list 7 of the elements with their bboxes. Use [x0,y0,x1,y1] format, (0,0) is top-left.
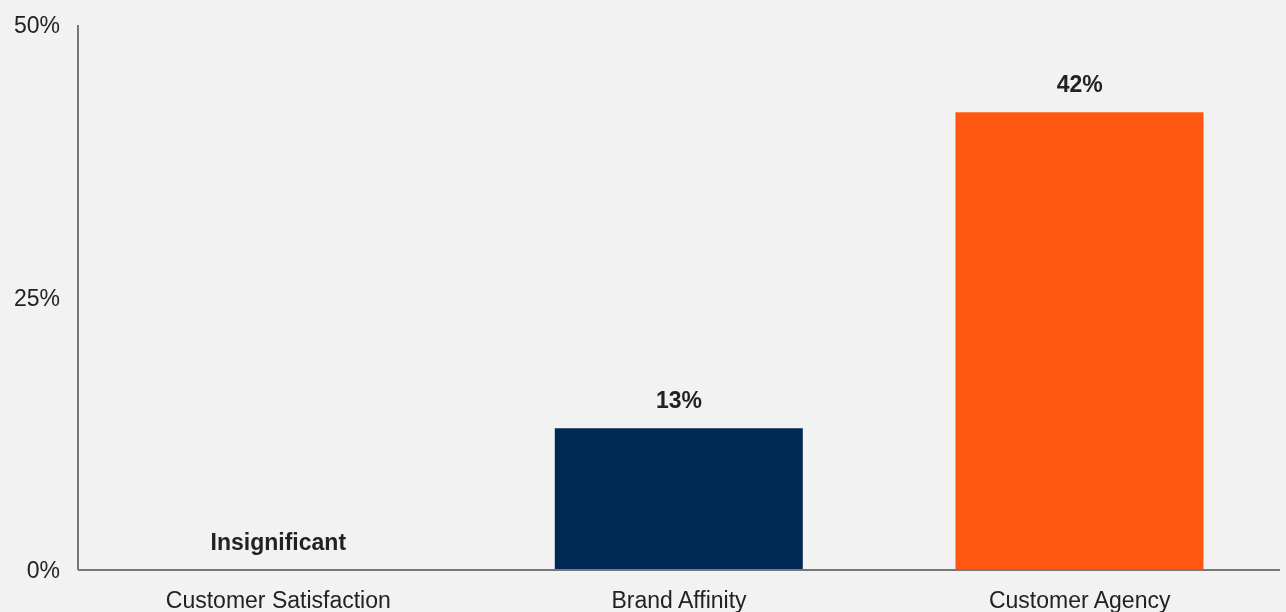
y-tick-label: 0% [26,557,60,584]
data-label: 42% [1056,71,1103,98]
x-tick-label: Customer Satisfaction [165,587,391,612]
y-tick-label: 25% [13,284,60,311]
data-label: Insignificant [210,529,347,555]
y-tick-label: 50% [13,12,60,39]
data-label: 13% [655,387,703,414]
